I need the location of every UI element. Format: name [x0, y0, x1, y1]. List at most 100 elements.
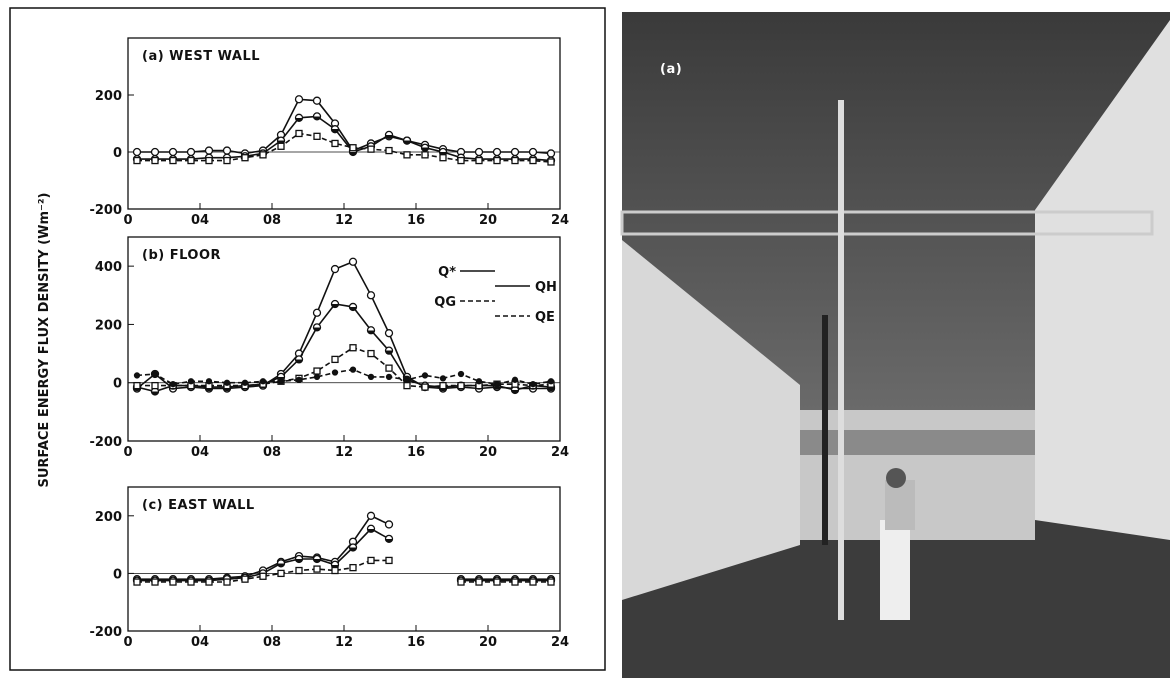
marker [332, 356, 338, 362]
marker [134, 158, 140, 164]
marker [135, 373, 140, 378]
marker [368, 146, 374, 152]
marker [153, 371, 158, 376]
marker [206, 147, 213, 154]
marker [332, 266, 339, 273]
figure: (a) SURFACE ENERGY FLUX DENSITY (Wm⁻²) (… [0, 0, 1170, 678]
x-tick-label: 24 [551, 635, 569, 650]
marker [369, 374, 374, 379]
marker [224, 158, 230, 164]
legend-label: QH [535, 280, 557, 295]
x-tick-label: 20 [479, 635, 497, 650]
x-tick-label: 0 [123, 213, 132, 228]
marker [242, 576, 248, 582]
marker [351, 367, 356, 372]
x-tick-label: 16 [407, 445, 425, 460]
marker [440, 383, 446, 389]
y-tick-label: 0 [113, 146, 122, 161]
marker [279, 379, 284, 384]
marker [278, 560, 285, 567]
marker [296, 130, 302, 136]
marker [152, 383, 158, 389]
marker [314, 368, 320, 374]
marker [332, 126, 339, 133]
marker [206, 158, 212, 164]
marker [296, 568, 302, 574]
marker [494, 158, 500, 164]
marker [225, 380, 230, 385]
marker [297, 377, 302, 382]
marker [350, 345, 356, 351]
marker [243, 380, 248, 385]
y-tick-label: 0 [113, 567, 122, 582]
x-tick-label: 20 [479, 213, 497, 228]
marker [314, 556, 321, 563]
marker [206, 579, 212, 585]
x-tick-label: 08 [263, 213, 281, 228]
marker [494, 579, 500, 585]
marker [530, 579, 536, 585]
x-tick-label: 12 [335, 635, 353, 650]
marker [314, 324, 321, 331]
marker [476, 149, 483, 156]
y-axis-label: SURFACE ENERGY FLUX DENSITY (Wm⁻²) [37, 193, 52, 488]
marker [386, 365, 392, 371]
x-tick-label: 04 [191, 445, 209, 460]
marker [458, 158, 464, 164]
marker [314, 97, 321, 104]
marker [189, 379, 194, 384]
x-tick-label: 04 [191, 213, 209, 228]
marker [387, 374, 392, 379]
marker [405, 377, 410, 382]
marker [386, 347, 393, 354]
marker [188, 158, 194, 164]
marker [260, 152, 266, 158]
photo: (a) [622, 12, 1170, 678]
y-tick-label: 0 [113, 377, 122, 392]
marker [350, 544, 357, 551]
marker [171, 382, 176, 387]
marker [350, 258, 357, 265]
marker [188, 579, 194, 585]
x-tick-label: 12 [335, 213, 353, 228]
marker [332, 568, 338, 574]
marker [368, 525, 375, 532]
legend-label: QG [434, 295, 456, 310]
x-tick-label: 08 [263, 635, 281, 650]
marker [296, 356, 303, 363]
marker [170, 579, 176, 585]
marker [332, 140, 338, 146]
page: {"figure": {"y_label": "SURFACE ENERGY F… [0, 0, 1170, 682]
x-tick-label: 16 [407, 213, 425, 228]
legend-label: Q* [438, 265, 456, 280]
marker [530, 149, 537, 156]
y-tick-label: -200 [89, 625, 122, 640]
marker [422, 144, 429, 151]
marker [404, 137, 411, 144]
y-tick-label: -200 [89, 203, 122, 218]
x-tick-label: 24 [551, 445, 569, 460]
marker [386, 557, 392, 563]
marker [152, 149, 159, 156]
marker [152, 158, 158, 164]
marker [476, 158, 482, 164]
marker [188, 149, 195, 156]
y-tick-label: 200 [95, 318, 122, 333]
marker [512, 158, 518, 164]
x-tick-label: 24 [551, 213, 569, 228]
marker [404, 383, 410, 389]
marker [224, 147, 231, 154]
marker [314, 133, 320, 139]
legend-label: QE [535, 310, 555, 325]
marker [513, 377, 518, 382]
marker [441, 376, 446, 381]
y-tick-label: 200 [95, 510, 122, 525]
marker [440, 155, 446, 161]
marker [531, 382, 536, 387]
marker [224, 579, 230, 585]
marker [350, 565, 356, 571]
marker [458, 383, 464, 389]
marker [459, 371, 464, 376]
marker [404, 152, 410, 158]
marker [494, 149, 501, 156]
